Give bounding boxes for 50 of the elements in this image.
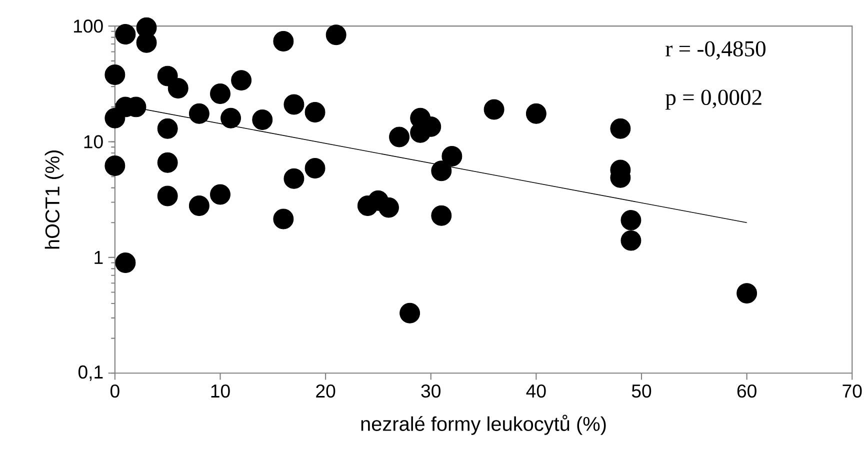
x-tick-label: 50 [632, 384, 652, 398]
y-axis-title: hOCT1 (%) [44, 150, 64, 249]
annotation: r = -0,4850 [666, 41, 766, 60]
point [252, 110, 273, 130]
x-tick-label: 30 [421, 384, 440, 398]
point [273, 30, 294, 52]
x-tick-label: 40 [526, 384, 546, 398]
point [188, 196, 210, 216]
point [484, 99, 504, 120]
x-tick-label: 70 [842, 384, 862, 398]
point [210, 184, 230, 205]
point [442, 146, 462, 166]
point [620, 230, 642, 251]
point [304, 102, 326, 122]
point [378, 197, 399, 218]
point [736, 283, 758, 304]
point [104, 156, 126, 176]
point [115, 252, 136, 273]
x-tick-label: 20 [316, 384, 336, 398]
point [389, 126, 410, 148]
x-tick-label: 0 [110, 384, 120, 398]
point [157, 118, 178, 139]
point [115, 24, 136, 44]
point [104, 64, 126, 85]
x-tick-label: 60 [737, 384, 756, 398]
y-tick-label: 10 [84, 135, 103, 148]
point [231, 70, 252, 91]
point [210, 84, 230, 104]
point [304, 158, 326, 179]
point [157, 186, 178, 206]
y-tick-label: 0,1 [78, 365, 103, 381]
point [400, 302, 420, 324]
point [284, 94, 304, 115]
point [620, 210, 642, 230]
point [610, 118, 631, 139]
point [273, 208, 294, 230]
point [526, 103, 546, 124]
point [284, 168, 304, 189]
point [220, 108, 241, 128]
y-tick-label: 100 [74, 19, 103, 33]
point [168, 78, 188, 99]
y-tick-label: 1 [94, 251, 103, 264]
point [431, 160, 452, 182]
point [326, 24, 346, 46]
x-tick-label: 10 [211, 384, 230, 398]
annotation: p = 0,0002 [666, 90, 762, 110]
point [431, 205, 452, 226]
x-axis-title: nezralé formy leukocytů (%) [361, 414, 606, 435]
point [188, 103, 210, 124]
point [157, 152, 178, 173]
